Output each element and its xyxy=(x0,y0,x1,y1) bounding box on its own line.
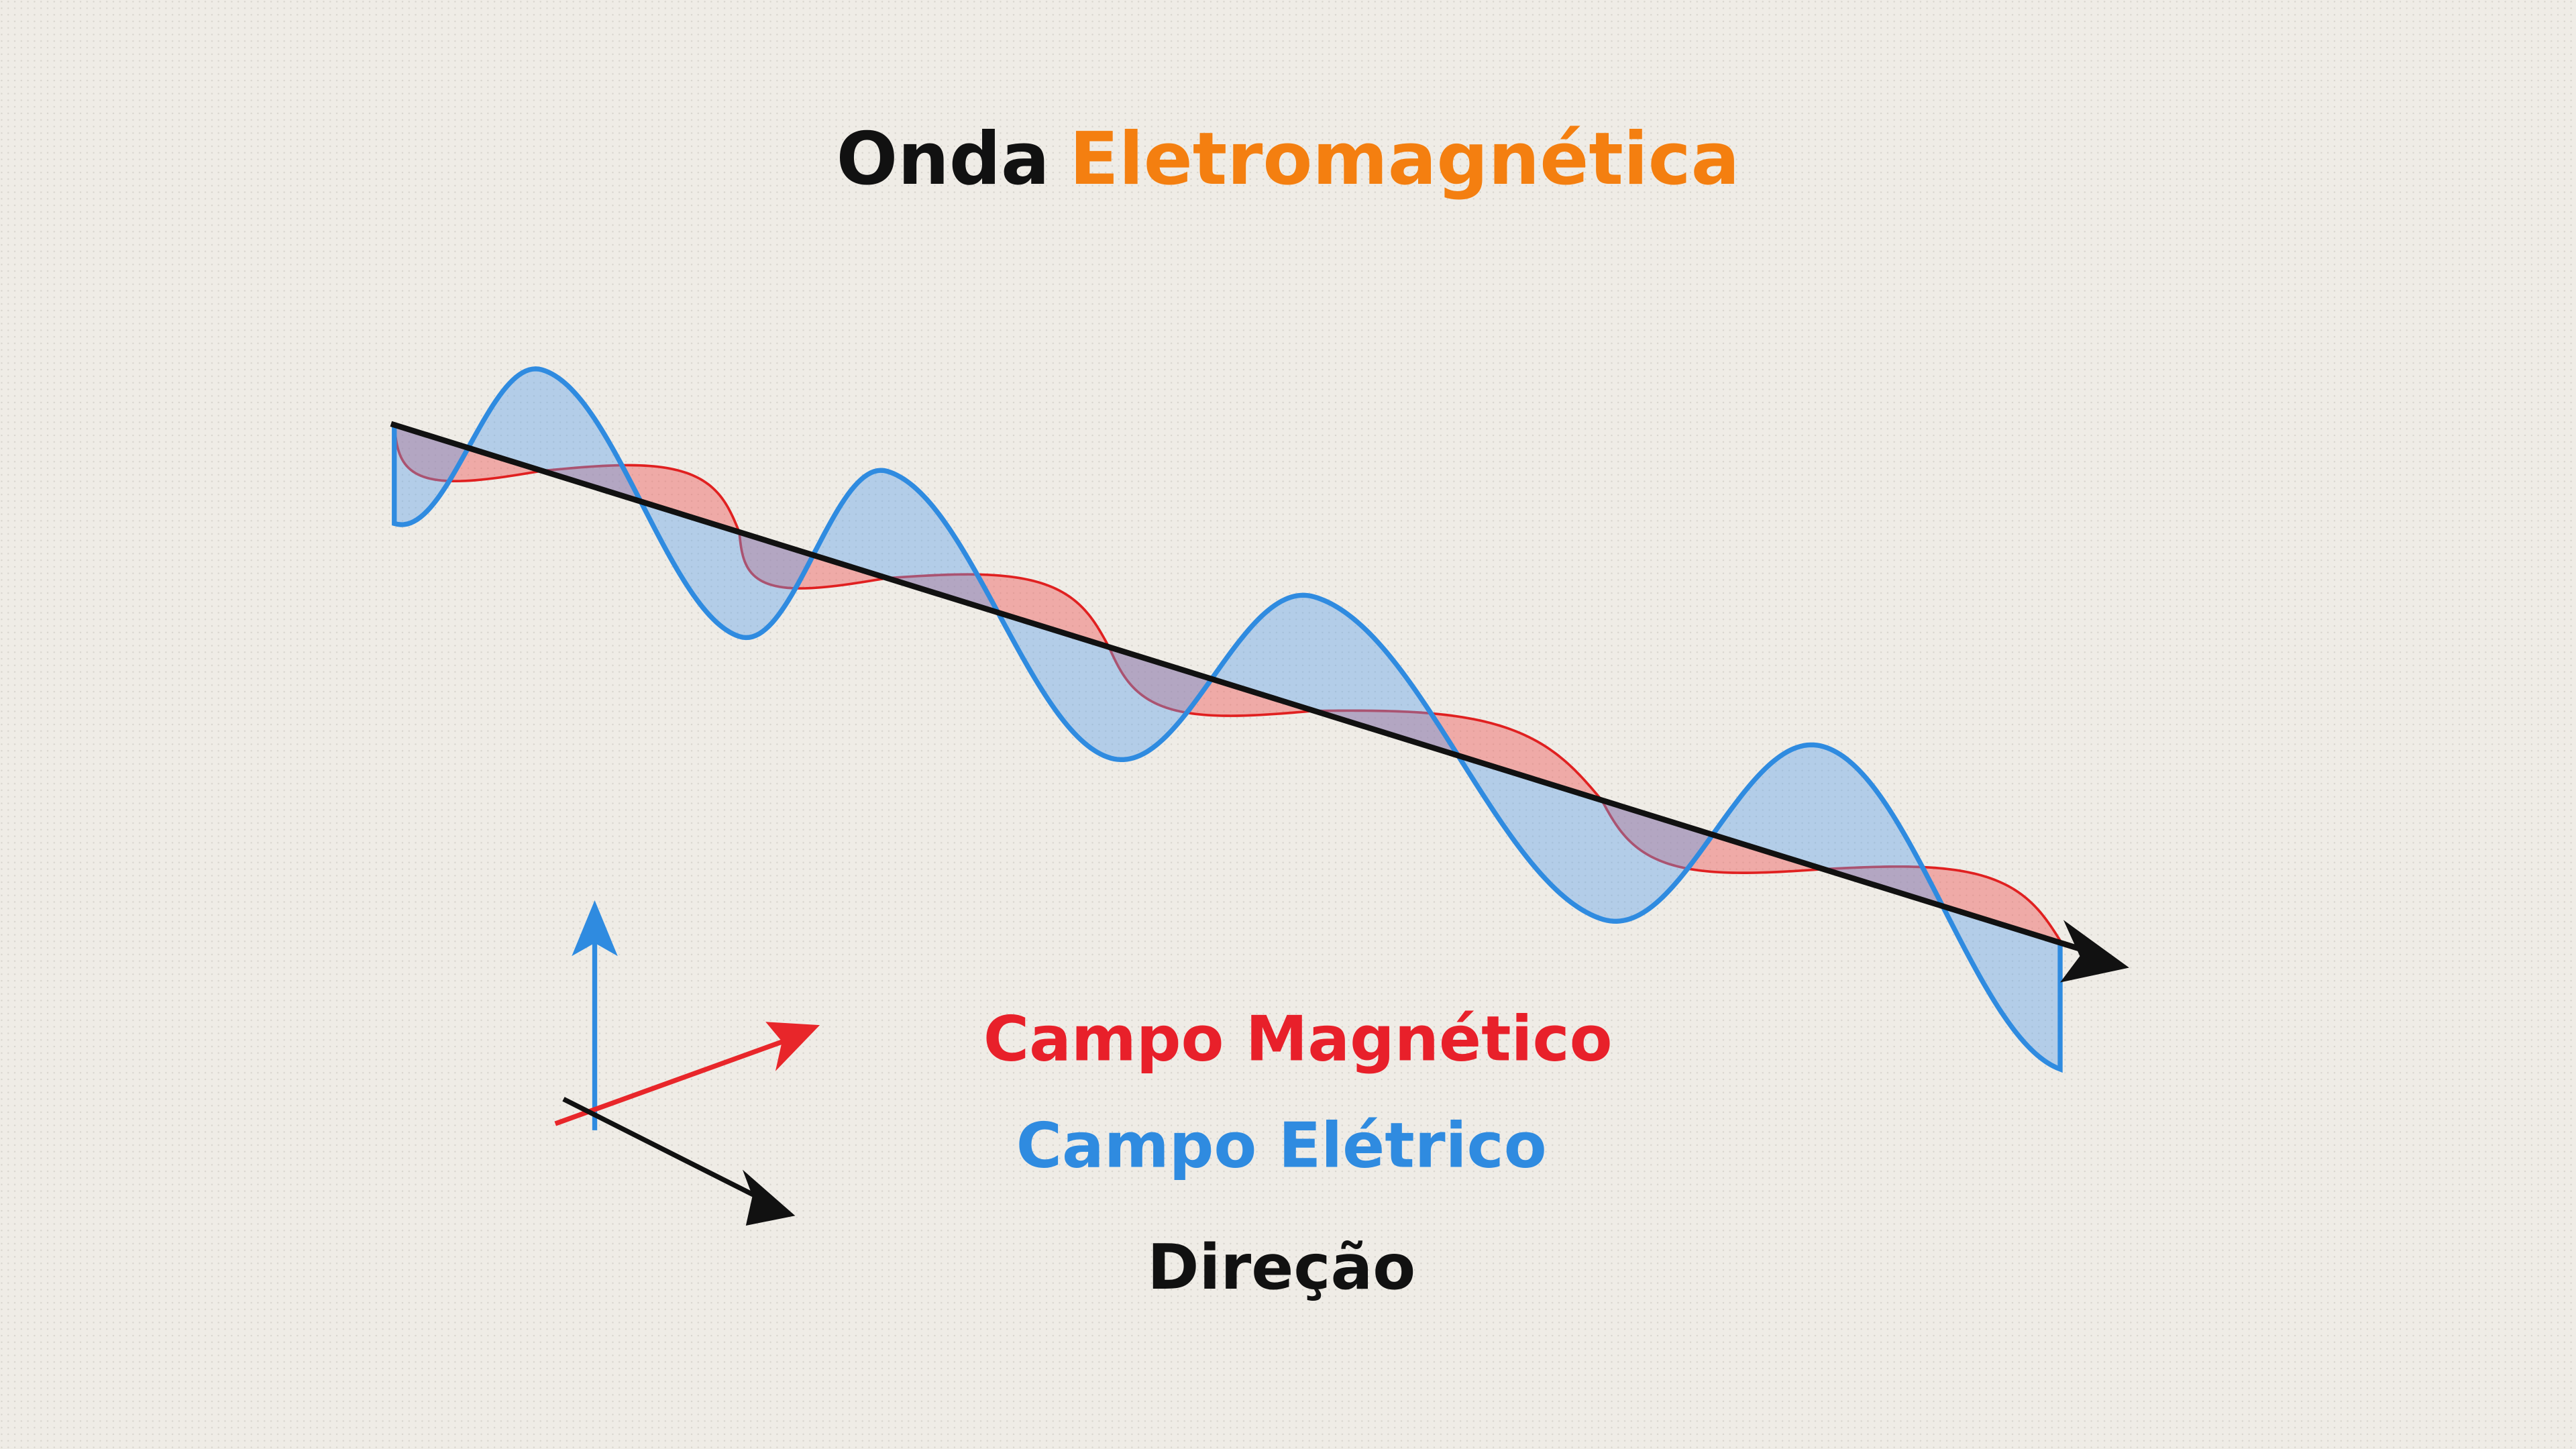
arrowhead xyxy=(572,900,618,957)
magnetic-arrow xyxy=(554,1036,793,1126)
direction-axis xyxy=(390,421,2096,957)
arrowhead xyxy=(2060,920,2129,983)
wave xyxy=(390,366,2129,1073)
arrowhead xyxy=(742,1169,796,1226)
legend-label: Campo Elétrico xyxy=(1016,1110,1547,1182)
title-part: Eletromagnética xyxy=(1069,117,1739,201)
arrowhead xyxy=(765,1022,820,1071)
title-part: Onda xyxy=(837,117,1050,201)
axes-icon xyxy=(554,900,820,1226)
legend-label: Direção xyxy=(1147,1231,1415,1303)
direction-arrow xyxy=(562,1097,767,1203)
legend-label: Campo Magnético xyxy=(983,1002,1613,1075)
title: Onda Eletromagnética xyxy=(837,117,1740,201)
